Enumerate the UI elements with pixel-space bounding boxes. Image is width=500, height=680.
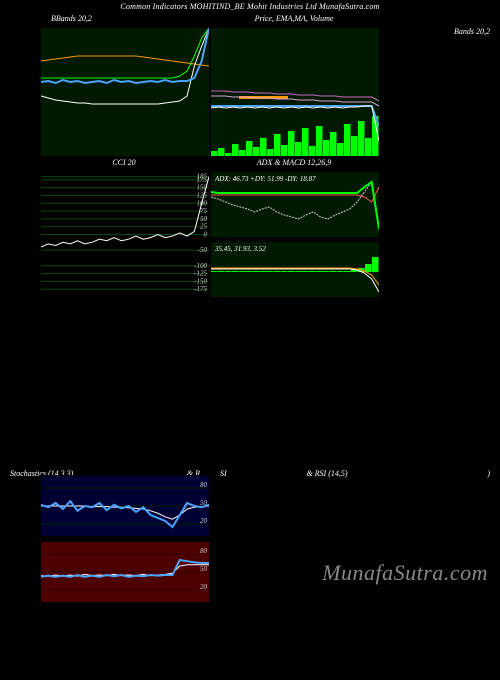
svg-text:80: 80 bbox=[200, 481, 208, 489]
svg-text:-100: -100 bbox=[194, 262, 207, 270]
svg-text:80: 80 bbox=[200, 547, 208, 555]
adx-title: ADX & MACD 12,26,9 bbox=[211, 158, 377, 167]
svg-text:50: 50 bbox=[200, 565, 208, 573]
svg-text:-125: -125 bbox=[194, 270, 207, 278]
svg-text:20: 20 bbox=[200, 583, 208, 591]
rsi-title-paren: ) bbox=[487, 469, 490, 478]
svg-text:-175: -175 bbox=[194, 285, 207, 293]
stoch-chart: 205080 bbox=[40, 475, 208, 535]
ma-chart: Price, EMA,MA, Volume bbox=[210, 27, 378, 155]
svg-text:185: 185 bbox=[197, 173, 208, 181]
rsi-title-right: & RSI (14,5) bbox=[306, 469, 347, 478]
svg-text:75: 75 bbox=[200, 207, 208, 215]
cci-chart: CCI 20 -175-150-125-100-5002550751001251… bbox=[40, 171, 208, 296]
rsi-title: SI & RSI (14,5) ) bbox=[210, 469, 500, 478]
svg-text:20: 20 bbox=[200, 517, 208, 525]
svg-text:50: 50 bbox=[200, 215, 208, 223]
svg-text:ADX: 46.73 +DY: 51.99 -DY: 18.: ADX: 46.73 +DY: 51.99 -DY: 18.87 bbox=[214, 175, 316, 183]
svg-text:0: 0 bbox=[204, 231, 208, 239]
bbands-title: BBands 20,2 bbox=[21, 14, 187, 23]
bbands-right-label: Bands 20,2 bbox=[378, 27, 500, 36]
macd-chart: 35.45, 31.93, 3.52 bbox=[210, 241, 378, 296]
ma-title: Price, EMA,MA, Volume bbox=[211, 14, 377, 23]
adx-chart: ADX & MACD 12,26,9 ADX: 46.73 +DY: 51.99… bbox=[210, 171, 378, 236]
svg-text:35.45, 31.93, 3.52: 35.45, 31.93, 3.52 bbox=[214, 245, 266, 253]
svg-text:125: 125 bbox=[197, 191, 208, 199]
cci-title: CCI 20 bbox=[41, 158, 207, 167]
page-title: Common Indicators MOHITIND_BE Mohit Indu… bbox=[0, 0, 500, 13]
svg-text:25: 25 bbox=[200, 223, 208, 231]
bbands-chart: BBands 20,2 bbox=[40, 27, 208, 155]
rsi-chart: 20 50 80 bbox=[40, 541, 208, 601]
svg-text:-50: -50 bbox=[198, 246, 208, 254]
svg-text:-150: -150 bbox=[194, 277, 207, 285]
rsi-title-left: SI bbox=[220, 469, 227, 478]
